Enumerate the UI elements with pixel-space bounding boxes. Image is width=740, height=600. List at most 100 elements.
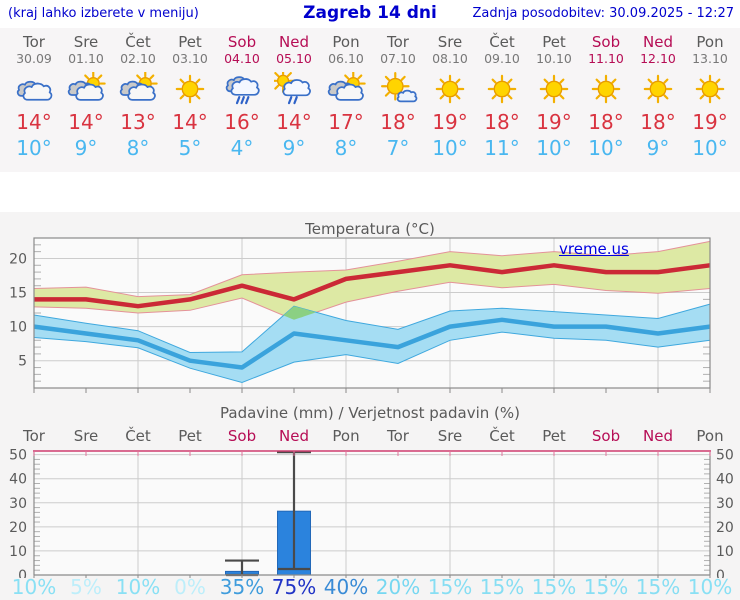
precip-day-label: Ned (643, 427, 673, 445)
sunny-icon (643, 74, 673, 104)
high-temp: 14° (276, 110, 312, 134)
svg-text:10: 10 (9, 544, 27, 560)
precip-day-label: Sre (73, 427, 99, 445)
day-date: 11.10 (588, 51, 624, 66)
high-temp: 14° (16, 110, 52, 134)
sunny-icon (175, 74, 205, 104)
high-temp: 19° (692, 110, 728, 134)
weather-icon-box (320, 70, 372, 108)
low-temp: 5° (178, 136, 202, 160)
partly-cloudy-icon (119, 72, 158, 101)
cloudy-icon (16, 80, 53, 101)
precipitation-probability-row: 10% 5% 10% 0% 35% 75% 40% 20% 15% 15% 15% 15% 15% 10% (0, 575, 740, 599)
low-temp: 9° (282, 136, 306, 160)
precip-day-label: Pon (696, 427, 724, 445)
weather-icon-box (164, 70, 216, 108)
svg-text:15: 15 (9, 286, 27, 302)
svg-text:5: 5 (18, 354, 27, 370)
precip-day-label: Ned (279, 427, 309, 445)
precipitation-day-labels: Tor Sre Čet Pet Sob Ned Pon Tor Sre Čet Pet Sob Ned P… (0, 427, 740, 446)
sunny-icon (539, 74, 569, 104)
day-date: 07.10 (380, 51, 416, 66)
watermark-link[interactable]: vreme.us (559, 240, 629, 258)
day-date: 08.10 (432, 51, 468, 66)
svg-text:30: 30 (716, 496, 734, 512)
day-name: Sob (227, 33, 257, 51)
partly-cloudy-icon (327, 72, 366, 101)
weather-icon-box (632, 70, 684, 108)
high-temp: 18° (640, 110, 676, 134)
svg-text:20: 20 (9, 251, 27, 267)
day-name: Sre (437, 33, 463, 51)
low-temp: 11° (484, 136, 520, 160)
high-temp: 19° (432, 110, 468, 134)
day-name: Čet (489, 33, 515, 51)
day-name: Sob (591, 33, 621, 51)
svg-text:40: 40 (716, 472, 734, 488)
precip-probability: 10% (687, 575, 733, 599)
precip-probability: 5% (70, 575, 102, 599)
day-name: Ned (643, 33, 673, 51)
svg-text:0: 0 (716, 568, 725, 578)
day-date: 04.10 (224, 51, 260, 66)
svg-text:50: 50 (716, 448, 734, 464)
low-temp: 10° (588, 136, 624, 160)
weather-icon-box (580, 70, 632, 108)
svg-text:30: 30 (9, 496, 27, 512)
day-date: 30.09 (16, 51, 52, 66)
section-divider (0, 172, 740, 212)
low-temp: 9° (74, 136, 98, 160)
day-name: Pon (696, 33, 724, 51)
svg-text:0: 0 (18, 568, 27, 578)
precip-day-label: Čet (489, 427, 515, 445)
partly-cloudy-icon (67, 72, 106, 101)
precip-probability: 20% (375, 575, 421, 599)
forecast-day: Pon 13.10 19° 10° (684, 28, 736, 163)
precipitation-chart-title: Padavine (mm) / Verjetnost padavin (%) (220, 404, 520, 422)
weather-icon-box (216, 70, 268, 108)
forecast-day: Ned 12.10 18° 9° (632, 28, 684, 163)
high-temp: 16° (224, 110, 260, 134)
sunny-icon (591, 74, 621, 104)
forecast-day: Pet 03.10 14° 5° (164, 28, 216, 163)
low-temp: 8° (334, 136, 358, 160)
high-temp: 17° (328, 110, 364, 134)
day-name: Pet (542, 33, 566, 51)
page-title: Zagreb 14 dni (303, 3, 437, 23)
low-temp: 4° (230, 136, 254, 160)
day-date: 03.10 (172, 51, 208, 66)
low-temp: 10° (536, 136, 572, 160)
precip-day-label: Pon (332, 427, 360, 445)
svg-text:10: 10 (716, 544, 734, 560)
precip-day-label: Sob (591, 427, 621, 445)
weather-icon-box (60, 70, 112, 108)
temperature-chart: 5 10 15 20 (9, 237, 711, 393)
high-temp: 14° (172, 110, 208, 134)
precip-day-label: Sob (227, 427, 257, 445)
forecast-day: Tor 07.10 18° 7° (372, 28, 424, 163)
high-temp: 18° (380, 110, 416, 134)
rain-icon (225, 76, 260, 105)
day-date: 13.10 (692, 51, 728, 66)
low-temp: 10° (692, 136, 728, 160)
precip-probability: 40% (323, 575, 369, 599)
precip-day-label: Pet (542, 427, 566, 445)
high-temp: 18° (484, 110, 520, 134)
forecast-day: Čet 02.10 13° 8° (112, 28, 164, 163)
precip-probability: 0% (174, 575, 206, 599)
forecast-day: Sre 01.10 14° 9° (60, 28, 112, 163)
forecast-day: Čet 09.10 18° 11° (476, 28, 528, 163)
low-temp: 7° (386, 136, 410, 160)
day-name: Ned (279, 33, 309, 51)
low-temp: 10° (16, 136, 52, 160)
precip-day-label: Tor (387, 427, 409, 445)
low-temp: 10° (432, 136, 468, 160)
svg-text:40: 40 (9, 472, 27, 488)
precip-probability: 75% (271, 575, 317, 599)
day-name: Pon (332, 33, 360, 51)
temperature-chart-title: Temperatura (°C) (305, 220, 435, 238)
forecast-day: Ned 05.10 14° 9° (268, 28, 320, 163)
precip-day-label: Sre (437, 427, 463, 445)
precip-probability: 10% (115, 575, 161, 599)
sun-rain-icon (274, 72, 311, 105)
